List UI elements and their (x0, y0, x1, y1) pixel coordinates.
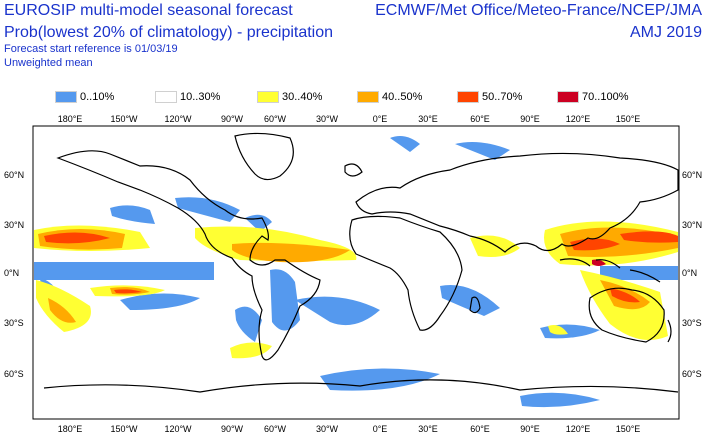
legend-item-70-100: 70..100% (557, 90, 628, 104)
ne-pacific-blue (175, 197, 240, 222)
lon-label-top: 150°E (616, 114, 641, 124)
n-pacific-blue (110, 205, 155, 224)
lon-label-top: 90°E (520, 114, 540, 124)
lat-label-left: 0°N (4, 268, 19, 278)
legend-label: 30..40% (282, 91, 323, 103)
mean-type: Unweighted mean (4, 57, 93, 69)
lon-label-top: 60°W (264, 114, 287, 124)
lon-label-top: 90°W (221, 114, 244, 124)
s-pacific-red (114, 289, 142, 294)
lon-label-bottom: 90°E (520, 424, 540, 434)
siberia-blue (455, 142, 510, 160)
forecast-start-reference: Forecast start reference is 01/03/19 (4, 43, 178, 55)
legend-item-0-10: 0..10% (55, 90, 114, 104)
map-subtitle: Prob(lowest 20% of climatology) - precip… (4, 24, 334, 41)
lon-label-bottom: 60°W (264, 424, 287, 434)
australia-red (610, 288, 640, 303)
lon-label-bottom: 90°W (221, 424, 244, 434)
lon-label-top: 0°E (373, 114, 388, 124)
legend-swatch (457, 91, 479, 103)
equatorial-pacific-blue (34, 262, 214, 280)
lat-label-right: 30°N (682, 220, 702, 230)
lon-label-top: 30°W (316, 114, 339, 124)
lon-label-top: 180°E (58, 114, 83, 124)
lon-label-top: 150°W (110, 114, 138, 124)
lon-label-bottom: 120°E (566, 424, 591, 434)
west-pacific-blue (600, 266, 678, 280)
legend-label: 70..100% (582, 91, 629, 103)
coastlines (43, 132, 679, 393)
legend-item-40-50: 40..50% (357, 90, 422, 104)
lat-ticks-left: 60°N 30°N 0°N 30°S 60°S (4, 170, 24, 379)
lon-label-top: 60°E (470, 114, 490, 124)
lon-label-bottom: 180°E (58, 424, 83, 434)
sw-pacific-orange (48, 298, 76, 323)
s-africa-blue (440, 284, 500, 316)
maritime-continent-coast (559, 258, 661, 283)
arabian-yellow (470, 235, 520, 257)
lat-label-left: 60°N (4, 170, 24, 180)
atlantic-orange (232, 242, 350, 263)
lat-label-right: 0°N (682, 268, 697, 278)
lat-label-right: 60°S (682, 369, 702, 379)
australia-coast (588, 287, 665, 343)
lon-label-top: 120°E (566, 114, 591, 124)
lat-label-left: 60°S (4, 369, 24, 379)
dark-red-regions (592, 259, 606, 266)
n-pacific-red (44, 232, 110, 244)
lon-label-bottom: 120°W (164, 424, 192, 434)
forecast-period: AMJ 2019 (629, 24, 702, 41)
lat-label-right: 60°N (682, 170, 702, 180)
uk-coast (344, 163, 363, 177)
brazil-blue (270, 269, 300, 331)
world-map: 180°E 150°W 120°W 90°W 60°W 30°W 0°E 30°… (4, 114, 702, 434)
map-title: EUROSIP multi-model seasonal forecast (4, 2, 293, 19)
legend-swatch (557, 91, 579, 103)
legend-label: 0..10% (80, 91, 115, 103)
legend-swatch (357, 91, 379, 103)
borneo-darkred (592, 259, 606, 266)
s-pacific-blue (120, 293, 200, 310)
organizations: ECMWF/Met Office/Meteo-France/NCEP/JMA (375, 2, 702, 19)
se-pacific-blue (235, 306, 262, 342)
legend-swatch (55, 91, 77, 103)
lat-label-left: 30°N (4, 220, 24, 230)
lon-label-bottom: 150°W (110, 424, 138, 434)
lat-label-right: 30°S (682, 318, 702, 328)
africa-coast (349, 215, 463, 331)
s-atlantic-blue (295, 296, 380, 326)
madagascar-coast (469, 296, 481, 314)
eurasia-coast (355, 152, 679, 253)
legend-label: 50..70% (482, 91, 523, 103)
legend-label: 40..50% (382, 91, 423, 103)
new-zealand-coast (667, 319, 672, 343)
americas-coast (56, 150, 321, 361)
antarctic-blue (520, 392, 600, 408)
lat-ticks-right: 60°N 30°N 0°N 30°S 60°S (682, 170, 702, 379)
legend-label: 10..30% (180, 91, 221, 103)
legend-item-50-70: 50..70% (457, 90, 522, 104)
lon-label-top: 30°E (418, 114, 438, 124)
s-indian-yellow (548, 325, 568, 335)
lon-ticks-bottom: 180°E 150°W 120°W 90°W 60°W 30°W 0°E 30°… (58, 424, 641, 434)
legend-item-30-40: 30..40% (257, 90, 322, 104)
lon-label-bottom: 0°E (373, 424, 388, 434)
lat-label-left: 30°S (4, 318, 24, 328)
lon-label-bottom: 30°W (316, 424, 339, 434)
legend-item-10-30: 10..30% (155, 90, 220, 104)
lon-label-bottom: 30°E (418, 424, 438, 434)
w-pacific-red (620, 231, 678, 243)
antarctica-coast (43, 379, 679, 393)
lon-ticks-top: 180°E 150°W 120°W 90°W 60°W 30°W 0°E 30°… (58, 114, 641, 124)
lon-label-bottom: 60°E (470, 424, 490, 434)
legend-swatch (155, 91, 177, 103)
greenland-coast (234, 132, 294, 181)
lon-label-bottom: 150°E (616, 424, 641, 434)
legend-swatch (257, 91, 279, 103)
sw-pacific-yellow (36, 280, 91, 332)
lon-label-top: 120°W (164, 114, 192, 124)
arctic-blue (390, 136, 420, 152)
